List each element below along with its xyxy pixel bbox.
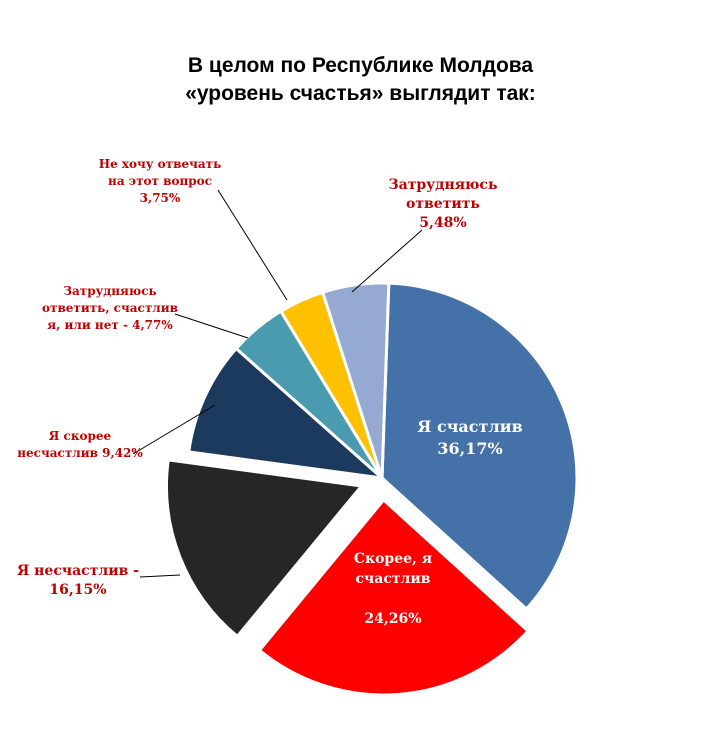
slice-label-line: Затрудняюсь [63, 284, 156, 298]
chart-title-line-2: «уровень счастья» выглядит так: [185, 82, 536, 105]
slice-label-line: я, или нет - 4,77% [47, 318, 173, 332]
slice-label-line: Я скорее [49, 429, 112, 443]
slice-label-line: Я счастлив [417, 417, 522, 436]
slice-label-line: на этот вопрос [108, 174, 212, 188]
slice-label-line: 3,75% [140, 191, 181, 205]
pie-slice-rather-happy [257, 497, 531, 697]
leader-line-rather-unhappy [132, 404, 216, 455]
leader-line-no-answer [217, 189, 288, 301]
slice-label-line: счастлив [355, 571, 430, 587]
slice-label-line: Скорее, я [354, 551, 432, 567]
slice-label-line: Не хочу отвечать [99, 157, 222, 171]
slice-label-hard-to-say-both: Затрудняюсь ответить, счастлив я, или нет … [42, 284, 178, 332]
pie-slice-rather-unhappy [187, 346, 387, 481]
slice-label-line: 16,15% [49, 582, 106, 598]
leader-line-unhappy [139, 574, 181, 578]
slice-label-line: Затрудняюсь [389, 177, 498, 193]
slice-label-rather-happy: Скорее, я счастлив 24,26% [354, 551, 432, 627]
slice-label-line: несчастлив 9,42% [17, 446, 143, 460]
pie-slice-unhappy [165, 458, 365, 639]
slice-label-no-answer: Не хочу отвечать на этот вопрос 3,75% [99, 157, 222, 205]
slice-label-line: ответить [406, 196, 480, 212]
pie-slice-happy [380, 281, 579, 612]
slice-label-line: 36,17% [437, 439, 502, 458]
chart-title-line-1: В целом по Республике Молдова [187, 54, 534, 77]
pie-slice-hard-to-say [320, 281, 391, 479]
slice-label-line: ответить, счастлив [42, 301, 178, 315]
slice-label-line: Я несчастлив - [17, 563, 139, 579]
slice-label-line: 5,48% [419, 215, 466, 231]
slice-label-rather-unhappy: Я скорее несчастлив 9,42% [17, 429, 143, 460]
leader-line-hard-to-say [351, 229, 423, 293]
slice-label-happy: Я счастлив 36,17% [417, 417, 522, 458]
slice-label-line: 24,26% [364, 611, 421, 627]
leader-line-hard-to-say-both [174, 313, 249, 339]
chart-title: В целом по Республике Молдова «уровень с… [0, 52, 721, 108]
slice-label-unhappy: Я несчастлив - 16,15% [17, 563, 139, 598]
slice-label-hard-to-say: Затрудняюсь ответить 5,48% [389, 177, 498, 231]
